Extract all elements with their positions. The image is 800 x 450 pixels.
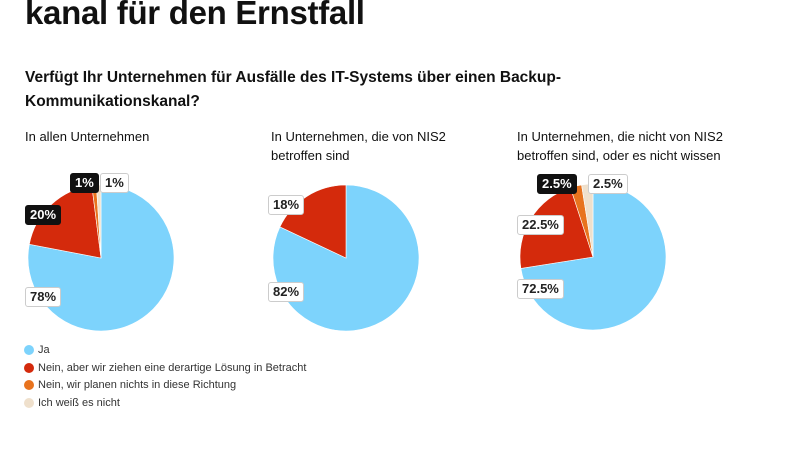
legend-swatch bbox=[24, 344, 34, 355]
data-label: 22.5% bbox=[517, 215, 564, 235]
data-label: 1% bbox=[100, 173, 129, 193]
legend-item: Nein, wir planen nichts in diese Richtun… bbox=[24, 377, 306, 395]
legend-swatch bbox=[24, 398, 34, 409]
chart-title-not-nis2: In Unternehmen, die nicht von NIS2 betro… bbox=[517, 129, 723, 163]
data-label: 82% bbox=[268, 282, 305, 302]
legend-swatch bbox=[24, 380, 34, 391]
chart-title-nis2: In Unternehmen, die von NIS2 betroffen s… bbox=[271, 129, 446, 163]
pie-slice bbox=[279, 184, 347, 259]
data-label: 18% bbox=[268, 195, 305, 215]
legend-swatch bbox=[24, 362, 34, 373]
chart-title-all: In allen Unternehmen bbox=[25, 129, 150, 144]
data-label: 2.5% bbox=[588, 174, 628, 194]
legend-label: Nein, wir planen nichts in diese Richtun… bbox=[38, 379, 237, 392]
legend-label: Ja bbox=[38, 343, 50, 356]
data-label: 1% bbox=[70, 173, 99, 193]
data-label: 72.5% bbox=[517, 279, 564, 299]
data-label: 78% bbox=[25, 287, 62, 307]
page-title: kanal für den Ernstfall bbox=[25, 0, 365, 31]
legend-label: Nein, aber wir ziehen eine derartige Lös… bbox=[38, 361, 307, 374]
data-label: 20% bbox=[25, 205, 62, 225]
legend-item: Ich weiß es nicht bbox=[24, 394, 306, 412]
chart-question: Verfügt Ihr Unternehmen für Ausfälle des… bbox=[25, 69, 562, 110]
legend-label: Ich weiß es nicht bbox=[38, 397, 120, 410]
legend-item: Nein, aber wir ziehen eine derartige Lös… bbox=[24, 359, 306, 377]
legend: Ja Nein, aber wir ziehen eine derartige L… bbox=[24, 341, 306, 412]
data-label: 2.5% bbox=[537, 174, 577, 194]
legend-item: Ja bbox=[24, 341, 306, 359]
